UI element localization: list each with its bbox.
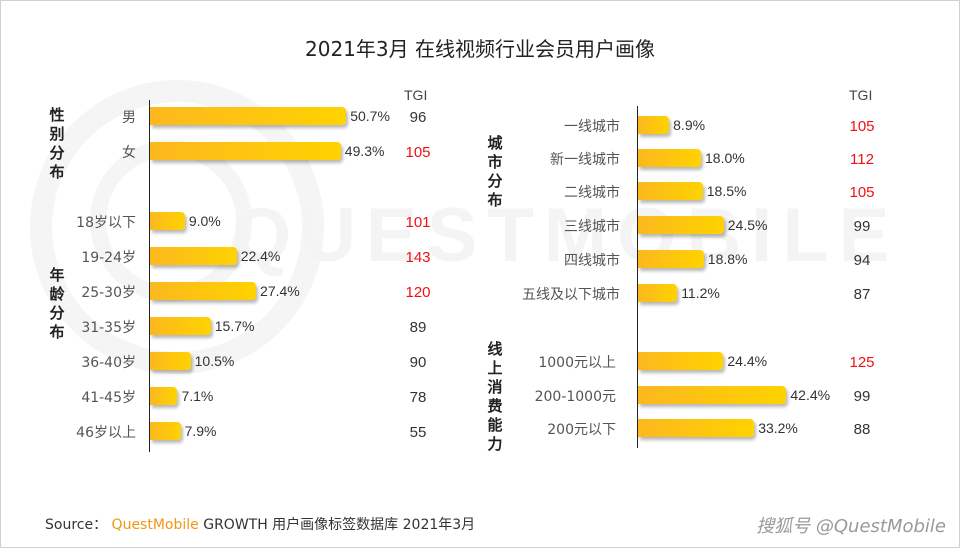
age-bar	[150, 352, 191, 370]
age-group-label: 年龄分布	[49, 266, 65, 341]
gender-tgi-value: 96	[409, 109, 427, 126]
left-axis-line	[149, 100, 150, 452]
age-tgi-value: 101	[405, 214, 431, 231]
city-category-label: 四线城市	[564, 253, 620, 269]
spending-category-label: 1000元以上	[538, 355, 616, 371]
source-prefix: Source：	[45, 517, 108, 533]
city-tgi-value: 112	[850, 151, 874, 168]
city-tgi-value: 105	[849, 184, 875, 201]
city-value-label: 18.0%	[705, 150, 745, 166]
gender-tgi-value: 105	[405, 144, 431, 161]
city-category-label: 二线城市	[564, 185, 620, 201]
age-bar	[150, 212, 185, 230]
city-category-label: 三线城市	[564, 219, 620, 235]
age-category-label: 41-45岁	[81, 390, 136, 406]
age-value-label: 27.4%	[260, 283, 300, 299]
spending-category-label: 200-1000元	[534, 389, 616, 405]
watermark-text: QUESTMOBILE	[232, 193, 900, 278]
gender-group-label: 性别分布	[49, 106, 65, 181]
spending-value-label: 33.2%	[758, 420, 798, 436]
age-value-label: 22.4%	[240, 248, 281, 264]
spending-bar	[638, 352, 724, 370]
gender-bar	[150, 107, 347, 125]
city-value-label: 24.5%	[727, 217, 768, 233]
spending-value-label: 42.4%	[790, 387, 831, 403]
spending-bar	[638, 386, 787, 404]
age-category-label: 46岁以上	[76, 425, 136, 441]
gender-bar	[150, 142, 341, 160]
age-bar	[150, 387, 178, 405]
spending-tgi-value: 88	[853, 421, 871, 438]
city-tgi-value: 105	[849, 118, 875, 135]
gender-category-label: 女	[122, 145, 136, 161]
age-value-label: 7.9%	[184, 423, 217, 439]
right-axis-line	[637, 106, 638, 448]
age-tgi-value: 120	[405, 284, 431, 301]
age-value-label: 7.1%	[181, 388, 214, 404]
age-tgi-value: 143	[405, 249, 431, 266]
chart-title: 2021年3月 在线视频行业会员用户画像	[305, 37, 655, 61]
age-category-label: 31-35岁	[81, 320, 136, 336]
gender-value-label: 49.3%	[344, 143, 385, 159]
age-category-label: 18岁以下	[76, 215, 136, 231]
age-category-label: 19-24岁	[81, 250, 136, 266]
city-bar	[638, 284, 678, 302]
city-category-label: 一线城市	[564, 119, 620, 135]
city-bar	[638, 149, 701, 167]
age-tgi-value: 90	[409, 354, 427, 371]
city-bar	[638, 250, 704, 268]
city-bar	[638, 116, 670, 134]
age-tgi-value: 78	[409, 389, 427, 406]
source-text: GROWTH 用户画像标签数据库 2021年3月	[203, 517, 476, 533]
city-value-label: 8.9%	[673, 117, 706, 133]
tgi-header-right: TGI	[849, 87, 873, 103]
spending-category-label: 200元以下	[547, 422, 616, 438]
spending-tgi-value: 99	[853, 388, 871, 405]
age-value-label: 15.7%	[214, 318, 255, 334]
city-tgi-value: 94	[853, 252, 871, 269]
spending-group-label: 线上消费能力	[487, 340, 503, 453]
age-tgi-value: 89	[409, 319, 427, 336]
age-bar	[150, 247, 237, 265]
spending-bar	[638, 419, 755, 437]
city-value-label: 18.5%	[706, 183, 747, 199]
age-bar	[150, 422, 181, 440]
age-category-label: 36-40岁	[81, 355, 136, 371]
gender-value-label: 50.7%	[350, 108, 390, 124]
spending-tgi-value: 125	[849, 354, 875, 371]
spending-value-label: 24.4%	[727, 353, 768, 369]
source-note: Source： QuestMobile GROWTH 用户画像标签数据库 202…	[45, 514, 475, 534]
city-bar	[638, 216, 724, 234]
tgi-header-left: TGI	[404, 87, 428, 103]
age-category-label: 25-30岁	[81, 285, 136, 301]
city-category-label: 新一线城市	[550, 152, 620, 168]
city-tgi-value: 87	[853, 286, 871, 303]
gender-category-label: 男	[122, 110, 136, 126]
city-value-label: 18.8%	[707, 251, 748, 267]
age-bar	[150, 282, 257, 300]
credit-watermark: 搜狐号 @QuestMobile	[756, 516, 946, 537]
age-bar	[150, 317, 211, 335]
source-brand: QuestMobile	[111, 517, 199, 533]
age-value-label: 9.0%	[188, 213, 221, 229]
age-tgi-value: 55	[409, 424, 427, 441]
city-bar	[638, 182, 703, 200]
city-tgi-value: 99	[853, 218, 871, 235]
city-group-label: 城市分布	[487, 134, 503, 209]
city-value-label: 11.2%	[681, 285, 720, 301]
city-category-label: 五线及以下城市	[522, 287, 620, 303]
age-value-label: 10.5%	[194, 353, 235, 369]
